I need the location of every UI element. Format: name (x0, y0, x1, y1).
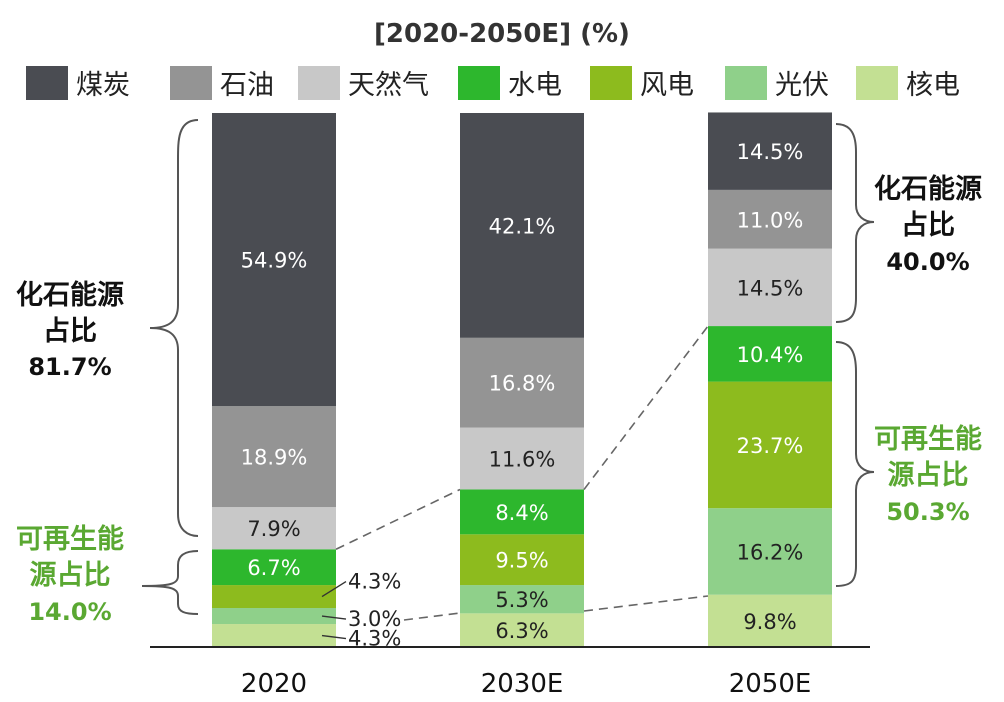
renew-2020-label-line1: 可再生能 (16, 523, 124, 555)
data-label-2050E-光伏: 16.2% (737, 540, 804, 564)
data-label-2020-光伏: 3.0% (348, 607, 401, 631)
data-label-2020-风电: 4.3% (348, 570, 401, 594)
connector-bottom-1 (583, 595, 709, 612)
bar-2050E-天然气 (708, 248, 832, 327)
legend-label-5: 光伏 (775, 70, 829, 101)
fossil-2020-value: 81.7% (28, 353, 111, 381)
legend-swatch-2 (298, 66, 340, 100)
bar-2030E-石油 (460, 337, 584, 428)
segment-labels: 54.9%18.9%7.9%6.7%4.3%3.0%4.3%42.1%16.8%… (241, 140, 804, 650)
fossil-2050-value: 40.0% (886, 248, 969, 276)
bar-2020-光伏 (212, 608, 336, 625)
data-label-2050E-天然气: 14.5% (737, 276, 804, 300)
chart-title: [2020-2050E] (%) (374, 19, 630, 49)
data-label-2020-水电: 6.7% (247, 556, 300, 580)
category-labels: 2020 2030E 2050E (241, 669, 811, 699)
bar-2030E-光伏 (460, 585, 584, 614)
data-label-2030E-光伏: 5.3% (495, 588, 548, 612)
renew-2020-label-line2: 源占比 (30, 560, 111, 591)
renew-2050-label-line2: 源占比 (888, 460, 969, 491)
legend-label-4: 风电 (640, 70, 694, 101)
data-label-2030E-石油: 16.8% (489, 372, 556, 396)
category-label-2: 2050E (729, 669, 812, 699)
renew-2020-value: 14.0% (28, 598, 111, 626)
bar-2050E-水电 (708, 326, 832, 382)
legend-label-0: 煤炭 (76, 70, 130, 101)
bar-2030E-煤炭 (460, 113, 584, 338)
legend: 煤炭 石油 天然气 水电 风电 光伏 核电 (26, 66, 960, 101)
bar-2030E-水电 (460, 489, 584, 535)
data-label-2030E-水电: 8.4% (495, 501, 548, 525)
data-label-2050E-石油: 11.0% (737, 208, 804, 232)
category-label-1: 2030E (481, 669, 564, 699)
bar-2030E-天然气 (460, 427, 584, 490)
bar-2050E-石油 (708, 189, 832, 249)
connector-top-0 (335, 488, 461, 550)
bar-2020-煤炭 (212, 113, 336, 407)
legend-swatch-1 (170, 66, 212, 100)
brace-renew-2050 (835, 341, 875, 587)
legend-swatch-0 (26, 66, 68, 100)
fossil-2020-label-line1: 化石能源 (16, 279, 124, 311)
leader-line-2020-核电 (321, 634, 347, 640)
legend-swatch-4 (590, 66, 632, 100)
bar-2030E-核电 (460, 613, 584, 647)
brace-renew-2020 (141, 550, 199, 615)
legend-swatch-3 (458, 66, 500, 100)
data-label-2050E-水电: 10.4% (737, 343, 804, 367)
data-label-2020-石油: 18.9% (241, 446, 308, 470)
connector-top-1 (583, 325, 709, 490)
data-label-2050E-煤炭: 14.5% (737, 140, 804, 164)
data-label-2020-天然气: 7.9% (247, 517, 300, 541)
legend-swatch-5 (725, 66, 767, 100)
bar-2030E-风电 (460, 534, 584, 586)
fossil-2050-label-line2: 占比 (901, 210, 955, 241)
bar-2050E-风电 (708, 381, 832, 509)
renew-2050-label-line1: 可再生能 (874, 423, 982, 455)
data-label-2050E-核电: 9.8% (743, 610, 796, 634)
bar-2050E-煤炭 (708, 112, 832, 190)
bar-2050E-光伏 (708, 508, 832, 595)
legend-label-3: 水电 (508, 70, 562, 101)
data-label-2030E-天然气: 11.6% (489, 447, 556, 471)
bar-2020-石油 (212, 406, 336, 508)
legend-label-2: 天然气 (348, 70, 429, 101)
data-label-2030E-煤炭: 42.1% (489, 214, 556, 238)
bars (212, 112, 832, 647)
category-label-0: 2020 (241, 669, 307, 699)
leader-line-2020-光伏 (321, 615, 347, 620)
leader-line-2020-风电 (321, 580, 347, 598)
bar-2020-水电 (212, 549, 336, 586)
legend-label-6: 核电 (906, 70, 960, 101)
data-label-2020-煤炭: 54.9% (241, 249, 308, 273)
renew-2050-value: 50.3% (886, 498, 969, 526)
brace-fossil-2050 (835, 123, 875, 323)
legend-swatch-6 (856, 66, 898, 100)
data-label-2030E-核电: 6.3% (495, 619, 548, 643)
fossil-2050-label-line1: 化石能源 (874, 173, 982, 205)
legend-label-1: 石油 (220, 70, 274, 101)
bar-2020-风电 (212, 585, 336, 609)
brace-fossil-2020 (149, 119, 199, 537)
bar-2020-天然气 (212, 507, 336, 550)
data-label-2050E-风电: 23.7% (737, 434, 804, 458)
fossil-2020-label-line2: 占比 (43, 316, 97, 347)
connector-bottom-0 (403, 612, 461, 621)
connector-lines (335, 325, 709, 621)
bar-2020-核电 (212, 624, 336, 647)
data-label-2030E-风电: 9.5% (495, 549, 548, 573)
bar-2050E-核电 (708, 594, 832, 647)
